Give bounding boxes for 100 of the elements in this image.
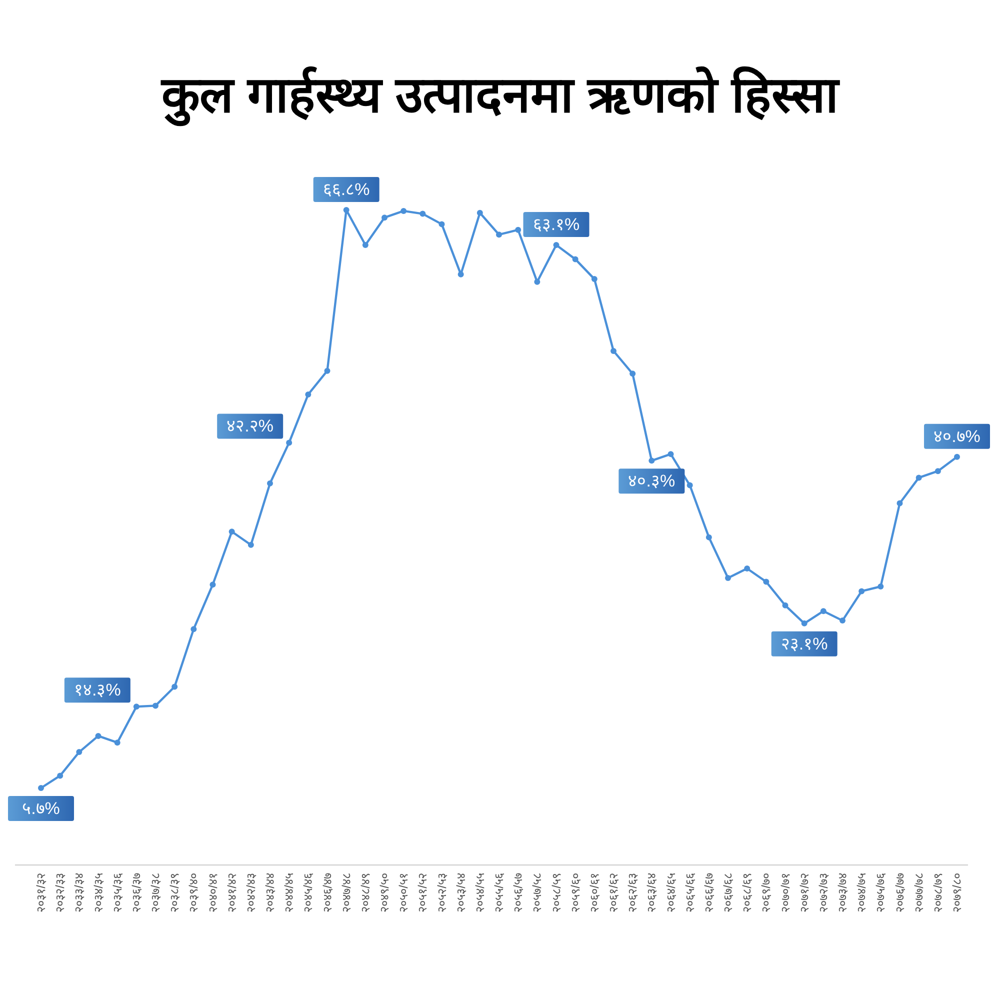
point (95, 732, 102, 739)
x-tick-label: २०७३/७४ (836, 873, 850, 912)
point (420, 210, 426, 217)
x-tick-label: २०७२/७३ (816, 873, 830, 912)
x-tick-label: २०३९/४० (186, 873, 201, 912)
point (591, 276, 598, 282)
point (57, 772, 64, 779)
x-tick-label: २०७०/७१ (778, 873, 792, 912)
x-tick-label: २०४८/४९ (358, 873, 372, 912)
data-label: ४२.२% (226, 416, 274, 436)
x-tick-label: २०६६/६७ (702, 873, 716, 912)
x-tick-label: २०३४/३५ (91, 873, 106, 912)
point (152, 702, 158, 709)
point (267, 480, 273, 486)
point (858, 588, 865, 594)
x-tick-label: २०६२/६३ (626, 873, 640, 912)
x-tick-label: २०७५/७६ (874, 873, 888, 912)
x-tick-label: २०४५/४६ (301, 873, 316, 912)
point (76, 749, 82, 756)
point (362, 242, 368, 248)
x-tick-label: २०६९/७० (759, 873, 774, 912)
point (515, 226, 522, 233)
x-tick-label: २०३२/३३ (53, 873, 68, 912)
x-tick-label: २०५६/५७ (511, 873, 526, 912)
point (324, 368, 330, 374)
point (133, 704, 140, 710)
x-tick-label: २०५०/५१ (396, 873, 411, 912)
data-label: २३.१% (780, 634, 828, 654)
x-tick-label: २०५८/५९ (549, 873, 564, 912)
x-tick-label: २०४४/४५ (282, 873, 296, 912)
x-tick-label: २०४३/४४ (263, 873, 277, 912)
data-label: ४०.३% (628, 472, 676, 491)
x-tick-label: २०५३/५४ (454, 873, 468, 912)
point (896, 500, 903, 506)
x-tick-label: २०३५/३६ (110, 873, 124, 912)
x-tick-label: २०५१/५२ (416, 873, 430, 912)
x-tick-label: २०६७/६८ (721, 873, 735, 912)
x-tick-label: २०३८/३९ (168, 873, 182, 912)
point (954, 454, 960, 460)
point (476, 210, 483, 216)
x-tick-label: २०५२/५३ (434, 873, 449, 912)
x-tick-label: २०६३/६४ (644, 873, 659, 912)
data-label: ६३.१% (532, 215, 580, 234)
point (630, 370, 636, 377)
point (725, 574, 731, 581)
x-tick-label: २०७७/७८ (912, 873, 926, 912)
point (534, 278, 540, 285)
point (610, 348, 616, 354)
x-tick-label: २०४१/४२ (224, 873, 239, 912)
point (782, 602, 788, 608)
point (878, 584, 884, 590)
x-tick-label: २०७४/७५ (854, 873, 869, 912)
x-tick-label: २०४६/४७ (320, 873, 334, 912)
point (553, 242, 560, 248)
x-tick-label: २०५४/५५ (472, 873, 487, 912)
point (38, 785, 44, 791)
data-label: ५.७% (22, 799, 60, 818)
point (228, 528, 235, 535)
x-tick-label: २०४९/५० (378, 873, 392, 912)
point (248, 542, 254, 548)
point (648, 458, 655, 464)
x-tick-label: २०४२/४३ (244, 873, 258, 912)
x-tick-label: २०६०/६१ (587, 873, 602, 912)
x-tick-label: २०७१/७२ (797, 873, 812, 912)
point (686, 482, 693, 488)
point (934, 468, 941, 474)
x-tick-label: २०७९/८० (950, 873, 964, 912)
point (820, 608, 826, 614)
x-tick-label: २०४०/४१ (206, 873, 220, 912)
data-label: १४.३% (74, 680, 121, 700)
point (305, 391, 312, 398)
point (286, 440, 292, 446)
x-tick-label: २०६८/६९ (740, 873, 754, 912)
point (706, 534, 712, 540)
x-tick-label: २०३७/३८ (148, 873, 162, 912)
x-tick-label: २०७६/७७ (892, 873, 907, 912)
data-label: ४०.७% (934, 426, 980, 446)
x-tick-label: २०६१/६२ (606, 873, 620, 912)
x-tick-label: २०४७/४८ (339, 873, 354, 912)
x-tick-label: २०५९/६० (568, 873, 582, 912)
point (343, 207, 350, 213)
x-tick-label: २०३३/३४ (72, 873, 86, 912)
point (382, 214, 388, 221)
point (210, 582, 216, 588)
point (400, 208, 407, 214)
point (114, 740, 120, 746)
point (572, 256, 578, 262)
point (172, 684, 178, 690)
point (496, 232, 502, 238)
x-tick-label: २०३१/३२ (34, 873, 48, 912)
x-tick-label: २०६४/६५ (664, 873, 678, 912)
x-tick-label: २०५७/५८ (530, 873, 544, 912)
point (840, 618, 846, 624)
point (744, 566, 750, 572)
x-tick-label: २०६५/६६ (682, 873, 697, 912)
point (438, 221, 445, 228)
chart-title: कुल गार्हस्थ्य उत्पादनमा ऋणको हिस्सा (160, 66, 840, 127)
point (801, 620, 808, 626)
point (916, 474, 922, 481)
point (763, 578, 770, 585)
